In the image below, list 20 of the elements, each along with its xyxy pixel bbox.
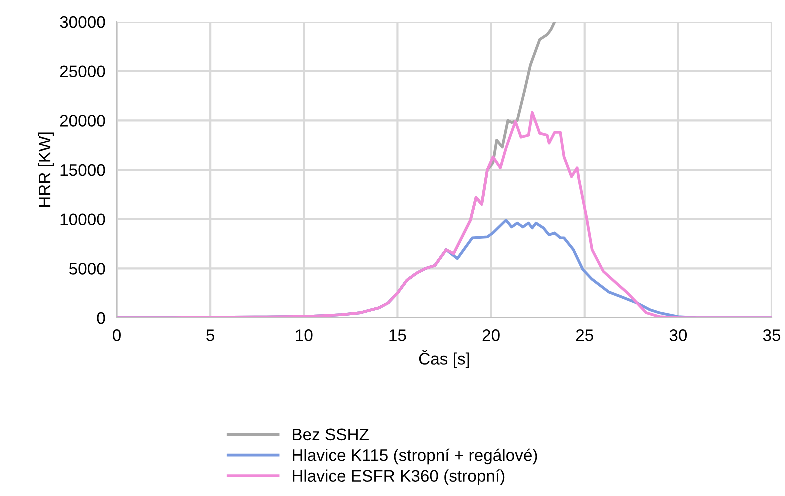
y-axis-title: HRR [KW]: [38, 132, 54, 208]
y-tick-label: 30000: [60, 16, 106, 28]
y-tick-label: 10000: [60, 214, 106, 226]
x-axis-title: Čas [s]: [419, 350, 470, 368]
x-tick-label: 30: [670, 330, 688, 342]
x-tick-label: 25: [576, 330, 594, 342]
y-tick-label: 0: [97, 312, 106, 324]
x-tick-label: 15: [390, 330, 406, 342]
x-tick-label: 35: [763, 330, 781, 342]
y-tick-label: 25000: [60, 66, 106, 78]
x-tick-label: 10: [296, 330, 313, 342]
x-tick-label: 0: [113, 330, 121, 342]
x-tick-label: 5: [206, 330, 215, 342]
x-tick-label: 20: [482, 330, 500, 342]
legend-label: Bez SSHZ: [293, 428, 369, 441]
legend-label: Hlavice ESFR K360 (stropní): [293, 470, 505, 486]
y-tick-label: 20000: [60, 115, 106, 127]
y-tick-label: 5000: [69, 263, 106, 275]
y-tick-label: 15000: [60, 164, 106, 176]
legend-label: Hlavice K115 (stropní + regálové): [293, 448, 538, 465]
